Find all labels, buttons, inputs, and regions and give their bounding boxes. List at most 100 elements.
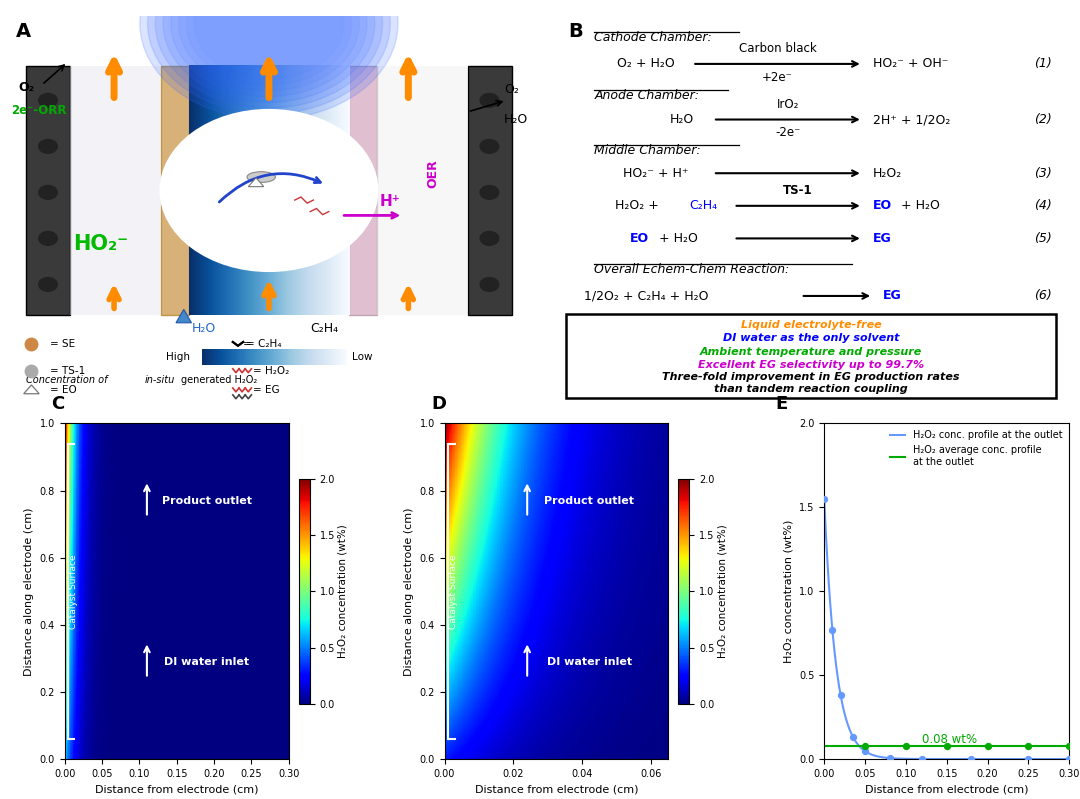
Point [856,745,874,757]
Point [881,752,899,765]
Circle shape [39,93,57,107]
Text: Concentration of: Concentration of [26,375,108,384]
Text: 1/2O₂ + C₂H₄ + H₂O: 1/2O₂ + C₂H₄ + H₂O [584,289,708,303]
Y-axis label: Distance along electrode (cm): Distance along electrode (cm) [24,507,35,675]
Y-axis label: H₂O₂ concentration (wt%): H₂O₂ concentration (wt%) [338,524,348,658]
Text: EO: EO [873,199,892,213]
Text: 0.08 wt%: 0.08 wt% [922,733,977,746]
X-axis label: Distance from electrode (cm): Distance from electrode (cm) [475,785,638,794]
Text: Product outlet: Product outlet [544,495,634,506]
Circle shape [481,185,499,199]
Text: E: E [775,396,787,413]
Text: HO₂⁻ + H⁺: HO₂⁻ + H⁺ [623,167,689,180]
Text: IrO₂: IrO₂ [777,98,799,111]
Text: O₂: O₂ [504,82,518,96]
Text: HO₂⁻ + OH⁻: HO₂⁻ + OH⁻ [873,58,948,70]
Text: Overall Echem-Chem Reaction:: Overall Echem-Chem Reaction: [594,264,789,276]
Circle shape [156,0,382,108]
Point [824,623,841,636]
Point [1020,739,1037,752]
Legend: H₂O₂ conc. profile at the outlet, H₂O₂ average conc. profile
at the outlet: H₂O₂ conc. profile at the outlet, H₂O₂ a… [889,428,1064,469]
FancyBboxPatch shape [468,66,512,315]
Text: (3): (3) [1035,167,1052,180]
Text: = TS-1: = TS-1 [50,366,84,376]
Text: CEM: CEM [357,179,368,202]
Text: Product outlet: Product outlet [162,495,252,506]
Text: in-situ: in-situ [145,375,175,384]
Text: = EG: = EG [254,385,280,395]
Circle shape [39,232,57,245]
Text: TS-1: TS-1 [783,185,813,197]
Point [845,730,862,743]
Text: + H₂O: + H₂O [659,232,698,245]
Circle shape [171,0,367,97]
Text: = EO: = EO [50,385,77,395]
FancyBboxPatch shape [377,66,468,315]
FancyBboxPatch shape [161,66,189,315]
Y-axis label: H₂O₂ concentration (wt%): H₂O₂ concentration (wt%) [784,519,794,663]
Text: = C₂H₄: = C₂H₄ [246,339,281,349]
X-axis label: Distance from electrode (cm): Distance from electrode (cm) [865,785,1028,794]
Point [856,739,874,752]
Text: = SE: = SE [50,339,75,349]
Text: Carbon black: Carbon black [739,42,816,55]
Y-axis label: H₂O₂ concentration (wt%): H₂O₂ concentration (wt%) [717,524,727,658]
Text: Middle Chamber:: Middle Chamber: [594,145,701,157]
Text: H₂O: H₂O [670,113,694,126]
Point [1061,739,1078,752]
Polygon shape [176,309,191,323]
Text: = H₂O₂: = H₂O₂ [254,366,289,376]
Text: Excellent EG selectivity up to 99.7%: Excellent EG selectivity up to 99.7% [698,360,924,370]
Point [832,689,849,702]
X-axis label: Distance from electrode (cm): Distance from electrode (cm) [95,785,258,794]
Text: C₂H₄: C₂H₄ [310,322,338,336]
Text: Liquid electrolyte-free: Liquid electrolyte-free [741,320,881,330]
Text: Catalyst Surface: Catalyst Surface [69,554,78,629]
Text: Catalyst Surface: Catalyst Surface [449,554,458,629]
Text: Low: Low [352,352,372,362]
FancyBboxPatch shape [26,66,70,315]
Polygon shape [24,385,39,394]
Circle shape [161,110,377,271]
Text: B: B [568,22,583,41]
Text: EG: EG [883,289,902,303]
Circle shape [39,277,57,292]
Text: H₂O: H₂O [504,113,528,126]
Circle shape [481,232,499,245]
Text: EO: EO [631,232,649,245]
Circle shape [148,0,390,113]
Text: H₂O: H₂O [191,322,216,336]
Text: (5): (5) [1035,232,1052,245]
Circle shape [178,0,360,91]
Text: DI water as the only solvent: DI water as the only solvent [723,333,900,343]
Text: Cathode Chamber:: Cathode Chamber: [594,31,712,44]
Text: +2e⁻: +2e⁻ [762,71,793,84]
FancyBboxPatch shape [566,314,1056,399]
Text: DI water inlet: DI water inlet [164,657,249,666]
Text: Three-fold improvement in EG production rates: Three-fold improvement in EG production … [662,372,960,382]
FancyBboxPatch shape [70,66,161,315]
Text: =: = [243,339,255,349]
Text: AEM: AEM [170,179,179,202]
Text: EG: EG [873,232,892,245]
Polygon shape [248,178,264,187]
Point [962,753,980,765]
Point [1061,753,1078,765]
Circle shape [187,0,352,85]
Circle shape [39,140,57,153]
Point [914,753,931,765]
Text: H⁺: H⁺ [380,194,401,209]
Text: 2e⁻-ORR: 2e⁻-ORR [11,104,66,117]
Circle shape [39,185,57,199]
Circle shape [481,140,499,153]
Y-axis label: Distance along electrode (cm): Distance along electrode (cm) [404,507,414,675]
Text: HO₂⁻: HO₂⁻ [72,234,127,254]
Text: D: D [431,396,446,413]
Circle shape [163,0,375,102]
Text: 2H⁺ + 1/2O₂: 2H⁺ + 1/2O₂ [873,113,950,126]
Text: High: High [165,352,190,362]
Text: A: A [16,22,31,41]
Text: C: C [52,396,65,413]
Text: DI water inlet: DI water inlet [546,657,632,666]
Circle shape [481,277,499,292]
